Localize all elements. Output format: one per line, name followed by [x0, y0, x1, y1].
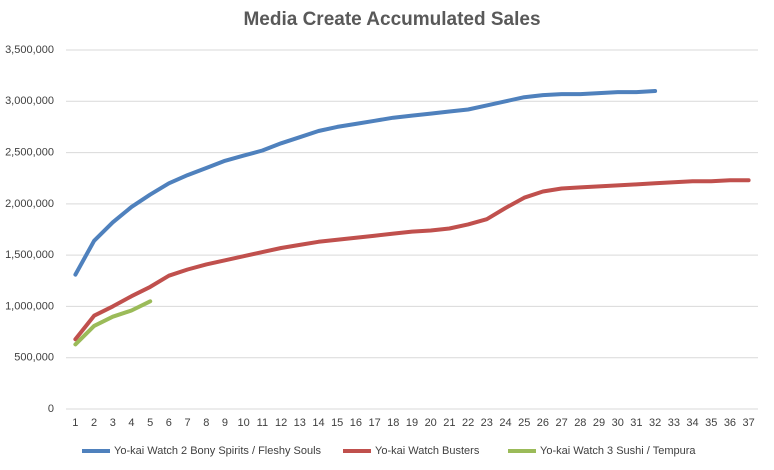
legend-label: Yo-kai Watch 2 Bony Spirits / Fleshy Sou…: [114, 445, 322, 457]
x-tick-label: 32: [649, 417, 661, 429]
x-tick-label: 11: [257, 417, 268, 429]
x-tick-label: 29: [593, 417, 605, 429]
x-tick-label: 30: [612, 417, 624, 429]
y-tick-label: 3,000,000: [5, 95, 54, 107]
x-tick-label: 7: [185, 417, 191, 429]
x-tick-label: 12: [275, 417, 287, 429]
x-tick-label: 4: [128, 417, 134, 429]
series-line: [73, 178, 751, 342]
x-tick-label: 36: [724, 417, 736, 429]
legend-label: Yo-kai Watch 3 Sushi / Tempura: [540, 445, 696, 457]
x-tick-label: 6: [166, 417, 172, 429]
x-tick-label: 21: [443, 417, 455, 429]
x-tick-label: 26: [537, 417, 549, 429]
x-tick-label: 27: [555, 417, 567, 429]
x-tick-label: 10: [238, 417, 250, 429]
x-tick-label: 33: [668, 417, 680, 429]
x-tick-label: 17: [368, 417, 380, 429]
x-tick-label: 5: [147, 417, 153, 429]
y-tick-label: 500,000: [14, 352, 54, 364]
x-tick-label: 24: [499, 417, 511, 429]
y-tick-label: 0: [48, 403, 54, 415]
y-tick-label: 2,000,000: [5, 198, 54, 210]
series-line: [73, 299, 153, 347]
x-tick-label: 2: [91, 417, 97, 429]
x-tick-label: 15: [331, 417, 343, 429]
legend-label: Yo-kai Watch Busters: [375, 445, 480, 457]
x-tick-label: 14: [312, 417, 324, 429]
x-tick-label: 18: [387, 417, 399, 429]
x-tick-label: 22: [462, 417, 474, 429]
y-tick-label: 1,000,000: [5, 300, 54, 312]
y-tick-label: 3,500,000: [5, 44, 54, 56]
x-tick-label: 8: [203, 417, 209, 429]
series-line: [73, 89, 658, 277]
y-tick-label: 2,500,000: [5, 146, 54, 158]
y-tick-label: 1,500,000: [5, 249, 54, 261]
x-tick-label: 13: [294, 417, 306, 429]
x-tick-label: 31: [630, 417, 642, 429]
x-tick-label: 9: [222, 417, 228, 429]
x-tick-label: 1: [72, 417, 78, 429]
x-tick-label: 28: [574, 417, 586, 429]
x-tick-label: 23: [481, 417, 493, 429]
x-tick-label: 25: [518, 417, 530, 429]
x-tick-label: 20: [425, 417, 437, 429]
chart-title: Media Create Accumulated Sales: [243, 9, 540, 30]
x-tick-label: 19: [406, 417, 418, 429]
x-tick-label: 34: [686, 417, 698, 429]
x-tick-label: 3: [110, 417, 116, 429]
x-tick-label: 16: [350, 417, 362, 429]
x-tick-label: 35: [705, 417, 717, 429]
x-tick-label: 37: [743, 417, 755, 429]
